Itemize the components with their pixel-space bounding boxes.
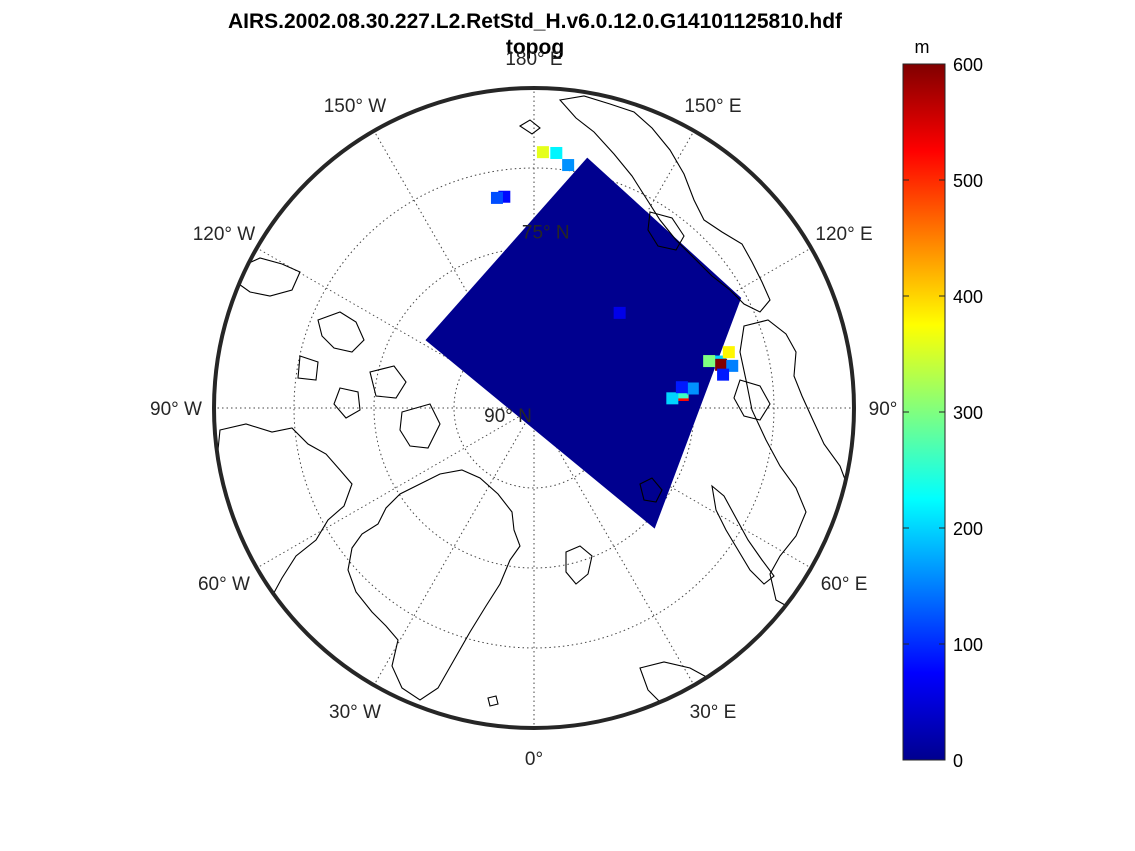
coastline-wrangel: [518, 119, 541, 135]
swath-background: [425, 157, 742, 529]
colorbar-tick-label: 0: [953, 751, 963, 771]
swath-cell: [715, 358, 728, 371]
colorbar-tick-label: 200: [953, 519, 983, 539]
swath-cell: [717, 368, 730, 381]
swath-cell: [490, 191, 503, 204]
coastline-greenland: [347, 469, 521, 701]
longitude-label: 120° E: [815, 224, 872, 245]
coastline-island-5: [297, 355, 319, 381]
coastline-taymyr: [733, 379, 771, 421]
longitude-label: 60° W: [198, 574, 250, 595]
colorbar-gradient: [902, 63, 946, 761]
coastline-franz-josef: [639, 477, 663, 503]
swath-cell: [703, 355, 716, 368]
colorbar-tick-label: 600: [953, 55, 983, 75]
swath-cell: [675, 381, 688, 394]
swath-cell: [562, 159, 575, 172]
colorbar-tick-label: 300: [953, 403, 983, 423]
swath-cell: [536, 146, 549, 159]
parallel-circle: [293, 167, 775, 649]
meridian-line: [533, 407, 812, 569]
colorbar-tick-label: 400: [953, 287, 983, 307]
meridian-line: [533, 247, 812, 409]
chart-subtitle: topog: [505, 36, 565, 59]
coastline-island-3: [333, 387, 361, 419]
coastline-siberia: [739, 319, 853, 611]
swath-cell: [666, 392, 679, 405]
longitude-label: 30° W: [329, 702, 381, 723]
longitude-label: 0°: [525, 749, 543, 770]
meridian-line: [373, 130, 535, 409]
meridian-line: [533, 130, 695, 409]
longitude-label: 120° W: [193, 224, 256, 245]
swath-cell: [722, 346, 735, 359]
map-frame: [212, 86, 856, 730]
meridian-line: [533, 407, 695, 686]
colorbar-unit: m: [915, 37, 930, 57]
longitude-label: 60° E: [821, 574, 868, 595]
chart-title: AIRS.2002.08.30.227.L2.RetStd_H.v6.0.12.…: [227, 10, 843, 33]
longitude-label: 30° E: [690, 702, 737, 723]
coastline-island-4: [399, 403, 441, 449]
coastline-novaya-zemlya: [711, 484, 775, 585]
coastline-alaska: [235, 257, 301, 297]
colorbar: m 0 100 200 300 400 500 600: [902, 37, 983, 771]
swath-cell: [613, 306, 626, 319]
meridian-line: [256, 407, 535, 569]
meridian-line: [256, 247, 535, 409]
coastline-small-island: [487, 695, 499, 707]
coastline-new-siberian: [647, 211, 685, 251]
colorbar-ticks: 0 100 200 300 400 500 600: [903, 55, 983, 771]
longitude-label: 150° E: [684, 96, 741, 117]
swath-cell: [686, 382, 699, 395]
swath-cell: [726, 359, 739, 372]
colorbar-tick-label: 100: [953, 635, 983, 655]
longitude-label: 90° W: [150, 399, 202, 420]
pole-label: 90° N: [484, 406, 532, 427]
coastline-archipelago: [317, 311, 365, 353]
data-swath: [425, 146, 742, 529]
coastline-chukotka: [558, 95, 771, 313]
longitude-label: 150° W: [324, 96, 387, 117]
colorbar-tick-label: 500: [953, 171, 983, 191]
swath-cell: [550, 146, 563, 159]
coastline-svalbard: [565, 545, 593, 585]
meridian-line: [373, 407, 535, 686]
longitude-label: 180° E: [505, 49, 562, 70]
coastline-island-2: [369, 365, 407, 399]
latitude-label: 75° N: [522, 222, 570, 243]
